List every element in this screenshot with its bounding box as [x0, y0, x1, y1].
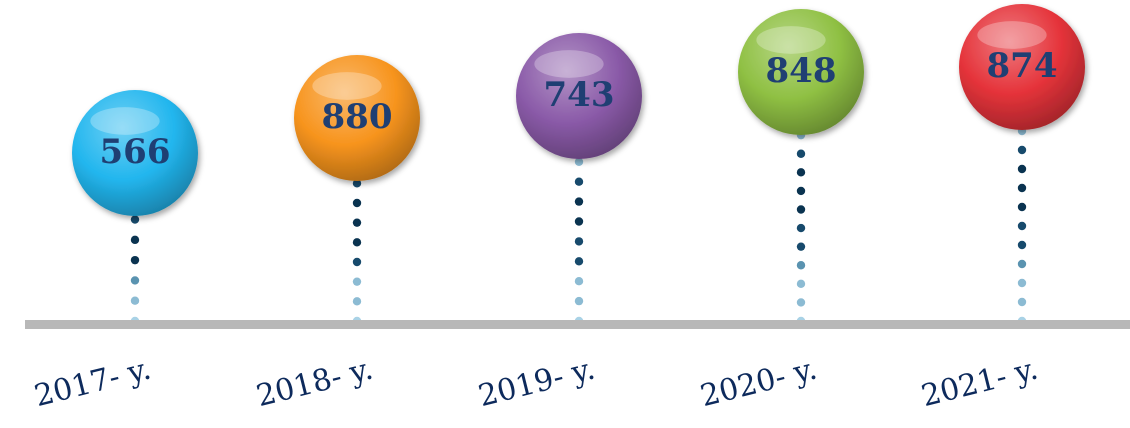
stem-dot: [352, 238, 362, 247]
value-label-1: 880: [322, 97, 393, 137]
stem-dot: [796, 186, 806, 196]
stem-dot: [352, 257, 362, 267]
stem-dot: [352, 218, 362, 227]
baseline-axis: [25, 320, 1130, 329]
value-label-4: 874: [987, 46, 1058, 86]
bubble-highlight-2: [534, 50, 604, 78]
bubble-2: [516, 33, 642, 159]
stem-dot: [130, 235, 140, 245]
stem-dot: [574, 257, 584, 266]
stem-dot: [352, 179, 362, 188]
bubble-highlight-1: [312, 72, 382, 100]
year-label-0: 2017- y.: [31, 351, 154, 414]
stem-dot: [352, 198, 362, 208]
bubble-highlight-0: [90, 107, 160, 135]
bubble-0: [72, 90, 198, 216]
stem-dot: [1017, 145, 1027, 155]
year-labels: 2017- y. 2018- y. 2019- y. 2020- y. 2021- y.: [31, 351, 1041, 414]
stem-dot: [1017, 278, 1027, 288]
stem-dot: [1017, 297, 1027, 307]
stem-dot: [1017, 259, 1027, 269]
stem-dot: [796, 205, 806, 214]
stem-dot: [130, 255, 140, 265]
dotted-stems: [130, 88, 1027, 326]
value-label-3: 848: [766, 51, 837, 91]
stem-dot: [1017, 164, 1027, 174]
bubble-3: [738, 9, 864, 135]
year-label-4: 2021- y.: [918, 351, 1041, 414]
year-label-3: 2020- y.: [697, 351, 820, 414]
stem-dot: [130, 215, 140, 224]
bubble-highlight-3: [756, 26, 826, 54]
stem-dot: [1017, 240, 1027, 250]
stem-dot: [796, 168, 806, 177]
stem-dot: [796, 261, 806, 270]
year-label-2: 2019- y.: [475, 351, 598, 414]
stem-dot: [352, 297, 362, 306]
year-label-1: 2018- y.: [253, 351, 376, 414]
stem-dot: [574, 197, 584, 206]
stem-dot: [574, 237, 584, 246]
bubble-highlight-4: [977, 21, 1047, 49]
stem-dot: [796, 279, 806, 289]
bubble-4: [959, 4, 1085, 130]
value-label-0: 566: [100, 132, 171, 172]
value-label-2: 743: [544, 75, 615, 115]
stem-dot: [352, 277, 362, 286]
bubble-1: [294, 55, 420, 181]
stem-dot: [574, 217, 584, 226]
stem-dot: [1017, 202, 1027, 212]
stem-dot: [574, 296, 584, 306]
stem-dot: [574, 157, 584, 166]
stem-dot: [130, 276, 140, 285]
stem-dot: [574, 277, 584, 286]
value-bubbles: 566 880 743 848 874: [72, 4, 1085, 216]
stem-dot: [796, 149, 806, 158]
stem-dot: [574, 177, 584, 186]
stem-dot: [796, 223, 806, 233]
stem-dot: [1017, 221, 1027, 231]
stem-dot: [1017, 183, 1027, 193]
stem-dot: [796, 242, 806, 251]
stem-dot: [130, 296, 140, 305]
stem-dot: [796, 298, 806, 307]
